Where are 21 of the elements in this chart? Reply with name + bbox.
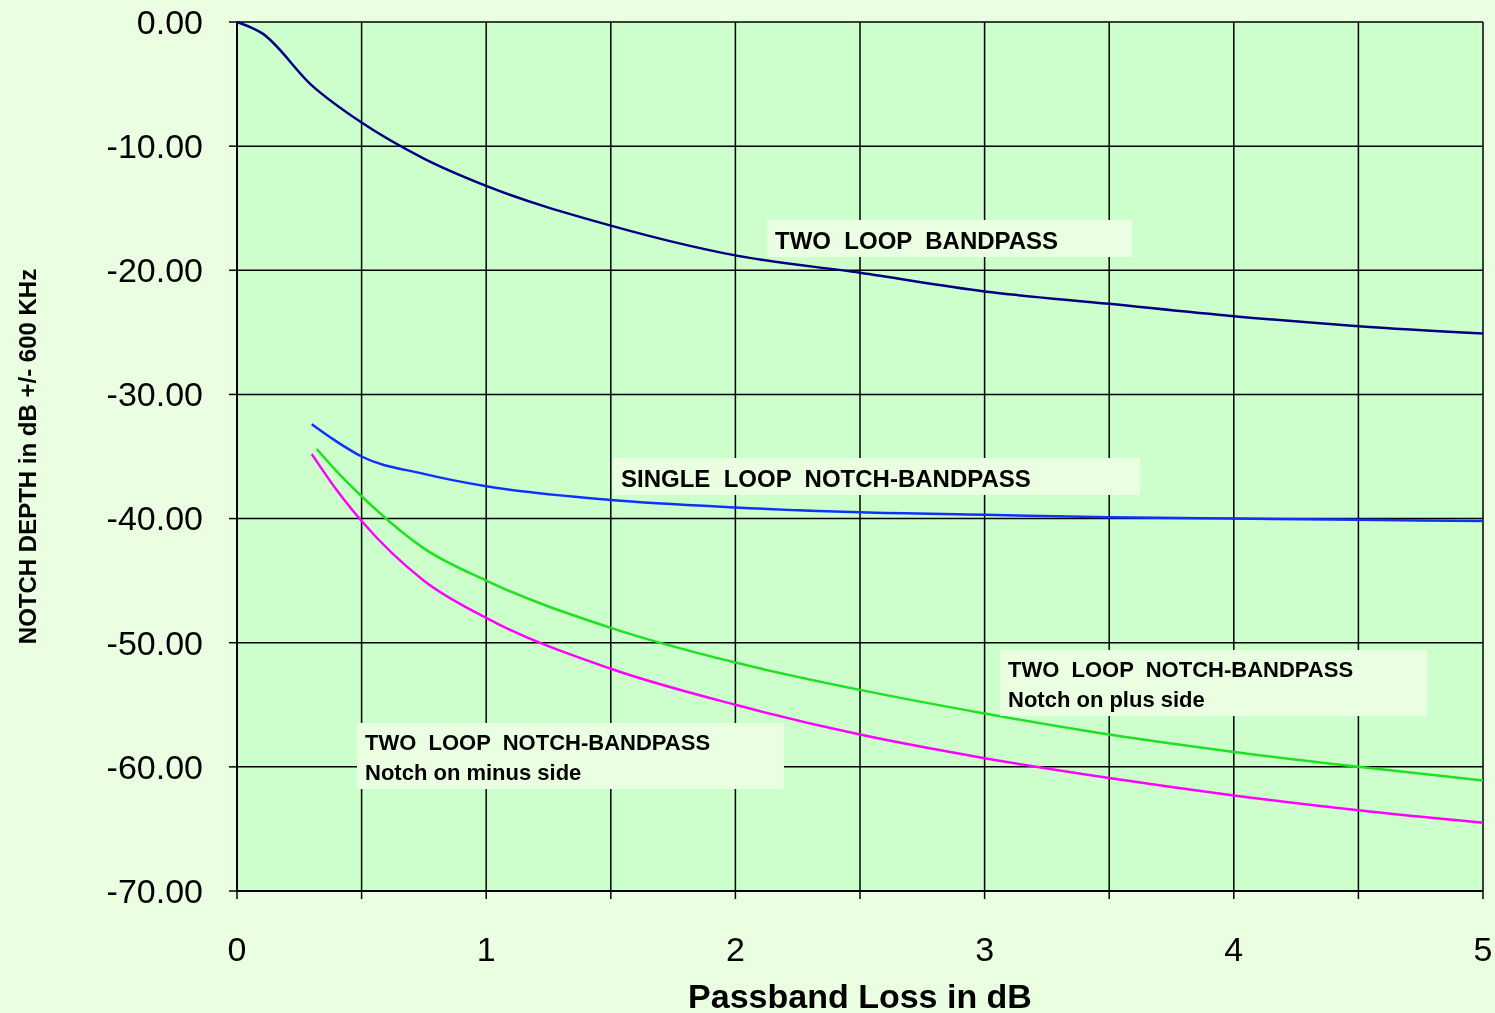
- y-tick-label: -70.00: [106, 871, 203, 910]
- y-tick-label: -30.00: [106, 375, 203, 414]
- x-tick-label: 5: [1473, 930, 1493, 968]
- annotation: SINGLE LOOP NOTCH-BANDPASS: [621, 465, 1031, 492]
- x-tick-label: 4: [1224, 930, 1244, 968]
- y-tick-label: -60.00: [106, 747, 203, 786]
- x-tick-label: 1: [476, 930, 496, 968]
- x-tick-label: 3: [975, 930, 995, 968]
- y-tick-label: 0.00: [136, 2, 203, 41]
- annotation: TWO LOOP NOTCH-BANDPASS Notch on plus side: [1008, 657, 1354, 712]
- x-tick-label: 2: [725, 930, 745, 968]
- y-tick-label: -40.00: [106, 499, 203, 538]
- annotation: TWO LOOP NOTCH-BANDPASS Notch on minus side: [365, 730, 711, 785]
- y-tick-label: -50.00: [106, 623, 203, 662]
- annotation: TWO LOOP BANDPASS: [775, 227, 1059, 254]
- y-axis-title: NOTCH DEPTH in dB +/- 600 KHz: [14, 268, 41, 645]
- x-axis-title: Passband Loss in dB: [688, 977, 1032, 1013]
- x-tick-label: 0: [227, 930, 247, 968]
- y-tick-label: -20.00: [106, 251, 203, 290]
- line-series: [310, 422, 1485, 523]
- y-tick-label: -10.00: [106, 127, 203, 166]
